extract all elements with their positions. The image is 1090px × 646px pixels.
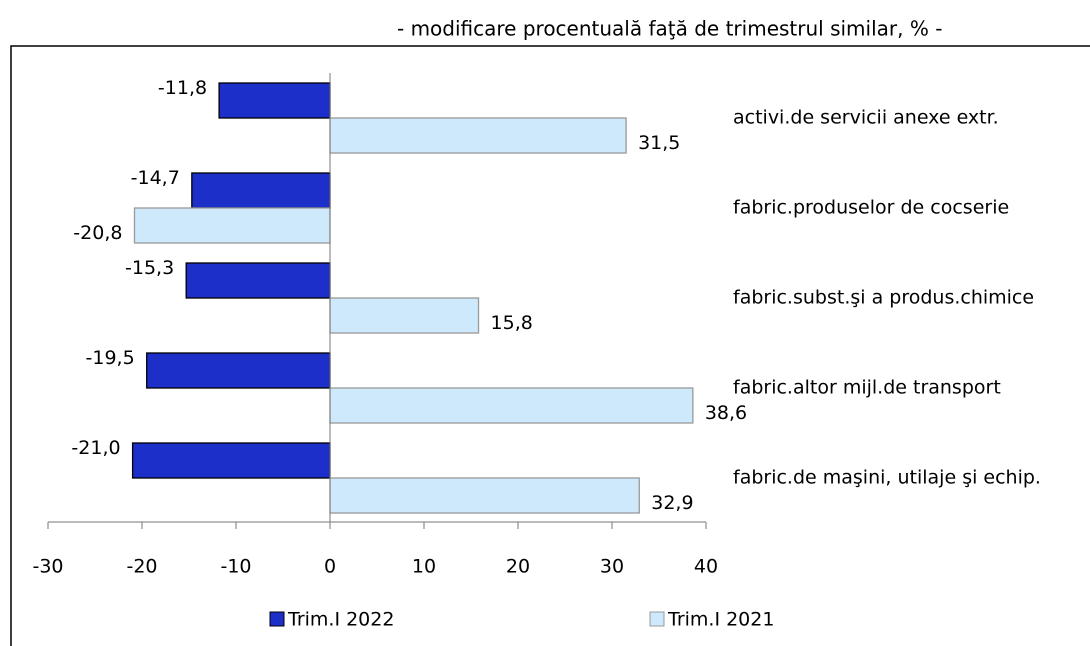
legend-label: Trim.I 2022 [287,609,394,631]
frame [10,45,1090,646]
bar [329,477,640,514]
category-label: activi.de servicii anexe extr. [733,107,999,129]
data-label: 31,5 [638,132,680,154]
bar [185,262,331,299]
x-tick-label: 10 [412,556,436,578]
bar [329,387,694,424]
legend-swatch [269,611,285,627]
x-tick-label: 40 [694,556,718,578]
data-label: -21,0 [71,437,120,459]
data-label: 15,8 [491,312,533,334]
bar [146,352,331,389]
bar [329,297,480,334]
data-label: 38,6 [705,402,747,424]
category-label: fabric.produselor de cocserie [733,197,1009,219]
bar [191,172,331,209]
chart-subtitle: - modificare procentuală faţă de trimest… [397,17,942,41]
x-tick-label: 20 [506,556,530,578]
bar [329,117,627,154]
data-label: -11,8 [158,77,207,99]
data-label: -14,7 [131,167,180,189]
data-label: -15,3 [125,257,174,279]
bar [218,82,331,119]
legend-label: Trim.I 2021 [667,609,774,631]
legend-swatch [649,611,665,627]
x-tick-label: -10 [220,556,251,578]
category-label: fabric.de maşini, utilaje şi echip. [733,467,1041,489]
category-label: fabric.subst.şi a produs.chimice [733,287,1034,309]
data-label: 32,9 [651,492,693,514]
data-label: -19,5 [86,347,135,369]
bar [133,207,331,244]
x-tick-label: -20 [126,556,157,578]
x-tick-label: 30 [600,556,624,578]
bar [131,442,331,479]
data-label: -20,8 [73,222,122,244]
x-tick-label: 0 [324,556,336,578]
category-label: fabric.altor mijl.de transport [733,377,1001,399]
x-tick-label: -30 [32,556,63,578]
